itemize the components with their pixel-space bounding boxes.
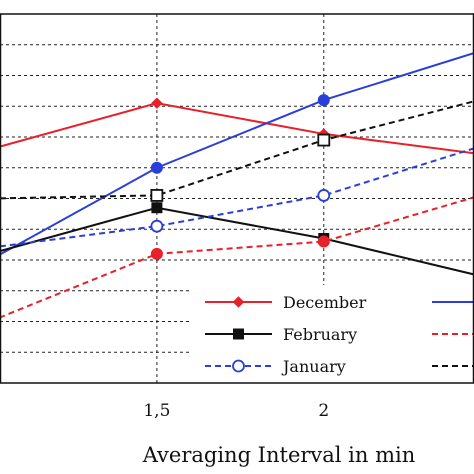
legend-label: January — [281, 357, 346, 376]
data-point — [233, 328, 244, 340]
data-point — [150, 189, 164, 202]
data-point — [232, 359, 245, 373]
data-point — [151, 202, 163, 214]
data-point — [317, 94, 330, 107]
series-line — [0, 102, 474, 155]
legend-entry: January — [205, 357, 346, 376]
data-point — [317, 189, 331, 202]
series-line — [0, 196, 474, 319]
x-tick-label: 2 — [318, 401, 329, 421]
series-1 — [0, 52, 474, 256]
data-point — [232, 296, 245, 308]
legend-entry: December — [205, 293, 367, 312]
series-5 — [0, 100, 474, 202]
series-line — [0, 206, 474, 276]
series-line — [0, 147, 474, 248]
data-point — [150, 247, 163, 260]
series-4 — [0, 147, 474, 248]
data-point — [317, 235, 330, 248]
data-point — [150, 161, 163, 174]
series-group — [0, 52, 474, 319]
legend-label: February — [283, 325, 357, 344]
legend-entry: February — [205, 325, 357, 344]
data-point — [317, 133, 331, 147]
legend: December February January — [190, 285, 474, 383]
x-tick-label: 1,5 — [143, 401, 170, 421]
x-axis-label: Averaging Interval in min — [142, 443, 416, 467]
series-3 — [0, 196, 474, 319]
legend-label: December — [283, 293, 367, 312]
series-line — [0, 100, 474, 200]
data-point — [151, 97, 163, 109]
data-point — [150, 219, 164, 233]
series-line — [0, 52, 474, 256]
